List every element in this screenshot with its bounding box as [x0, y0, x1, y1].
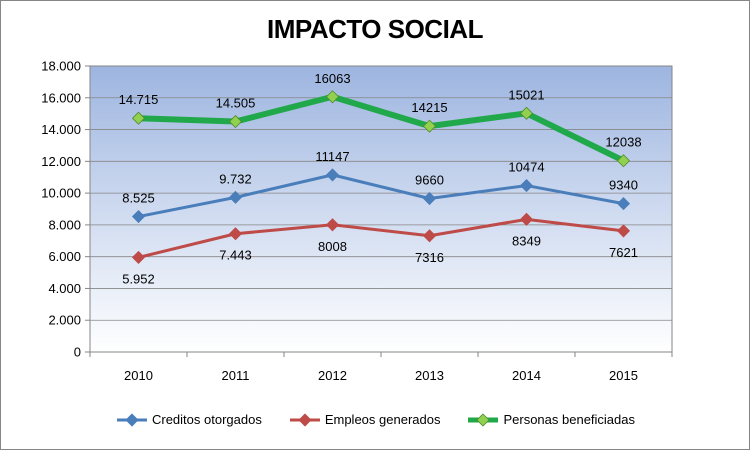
legend-label: Personas beneficiadas [503, 412, 635, 427]
data-label: 15021 [508, 87, 544, 102]
legend-item-2: Empleos generados [288, 412, 441, 427]
y-tick-label: 18.000 [41, 59, 81, 74]
legend-label: Creditos otorgados [151, 412, 262, 427]
chart-title: IMPACTO SOCIAL [267, 14, 483, 44]
data-label: 14215 [411, 100, 447, 115]
data-label: 8008 [318, 239, 347, 254]
data-label: 16063 [314, 71, 350, 86]
data-label: 8.525 [122, 191, 155, 206]
data-label: 7621 [609, 245, 638, 260]
x-tick-label: 2010 [124, 368, 153, 383]
y-tick-label: 10.000 [41, 186, 81, 201]
series-line-3 [138, 93, 625, 164]
series-markers [131, 90, 631, 264]
data-labels: 8.525 9.732 11147 9660 10474 9340 5.952 7.443 80… [119, 71, 642, 287]
x-axis-ticks: 2010 2011 2012 2013 2014 2015 [89, 352, 673, 383]
data-label: 7316 [415, 250, 444, 265]
series-line-2 [138, 217, 624, 259]
x-tick-label: 2011 [222, 368, 250, 383]
data-point [616, 154, 631, 168]
y-tick-label: 6.000 [48, 249, 81, 264]
legend-swatch [116, 412, 147, 427]
data-point [616, 197, 631, 211]
data-label: 14.715 [119, 92, 159, 107]
y-tick-label: 14.000 [41, 122, 81, 137]
data-label: 8349 [512, 233, 541, 248]
chart-legend: Creditos otorgados Empleos generados Perso… [0, 412, 750, 427]
data-point [228, 227, 243, 241]
data-point [325, 168, 340, 182]
x-tick-label: 2012 [318, 368, 347, 383]
y-tick-label: 8.000 [48, 217, 81, 232]
data-point [131, 209, 146, 224]
x-tick-label: 2013 [415, 368, 444, 383]
y-tick-label: 12.000 [41, 154, 81, 169]
data-point [228, 114, 243, 129]
data-label: 9340 [609, 178, 638, 193]
legend-item-1: Creditos otorgados [115, 412, 262, 427]
data-point [422, 191, 437, 206]
legend-swatch [468, 412, 499, 427]
x-tick-label: 2015 [609, 368, 638, 383]
data-point [325, 90, 340, 104]
y-tick-label: 16.000 [41, 90, 81, 105]
legend-label: Empleos generados [324, 412, 441, 427]
data-label: 9.732 [219, 171, 252, 186]
data-point [228, 190, 243, 204]
series-line-1 [138, 173, 624, 219]
y-tick-label: 0 [74, 345, 81, 360]
legend-swatch [289, 412, 320, 427]
legend-item-3: Personas beneficiadas [466, 412, 635, 427]
data-point [519, 212, 534, 226]
data-point [616, 224, 631, 238]
data-label: 10474 [508, 160, 544, 175]
series-lines [138, 93, 625, 259]
data-point [325, 218, 340, 232]
data-label: 7.443 [219, 248, 252, 263]
data-label: 14.505 [216, 96, 256, 111]
data-label: 5.952 [122, 271, 155, 286]
data-label: 9660 [415, 173, 444, 188]
data-point [519, 179, 534, 193]
data-point [131, 111, 146, 125]
data-point [422, 229, 437, 243]
data-label: 11147 [315, 149, 349, 164]
data-point [519, 106, 534, 120]
x-tick-label: 2014 [512, 368, 541, 383]
data-point [131, 250, 146, 264]
y-tick-label: 2.000 [48, 313, 81, 328]
y-tick-label: 4.000 [48, 281, 81, 296]
y-axis-ticks: 0 2.000 4.000 6.000 8.000 10.000 12.000 14.000 1… [41, 59, 90, 360]
data-point [422, 119, 437, 133]
data-label: 12038 [605, 135, 641, 150]
